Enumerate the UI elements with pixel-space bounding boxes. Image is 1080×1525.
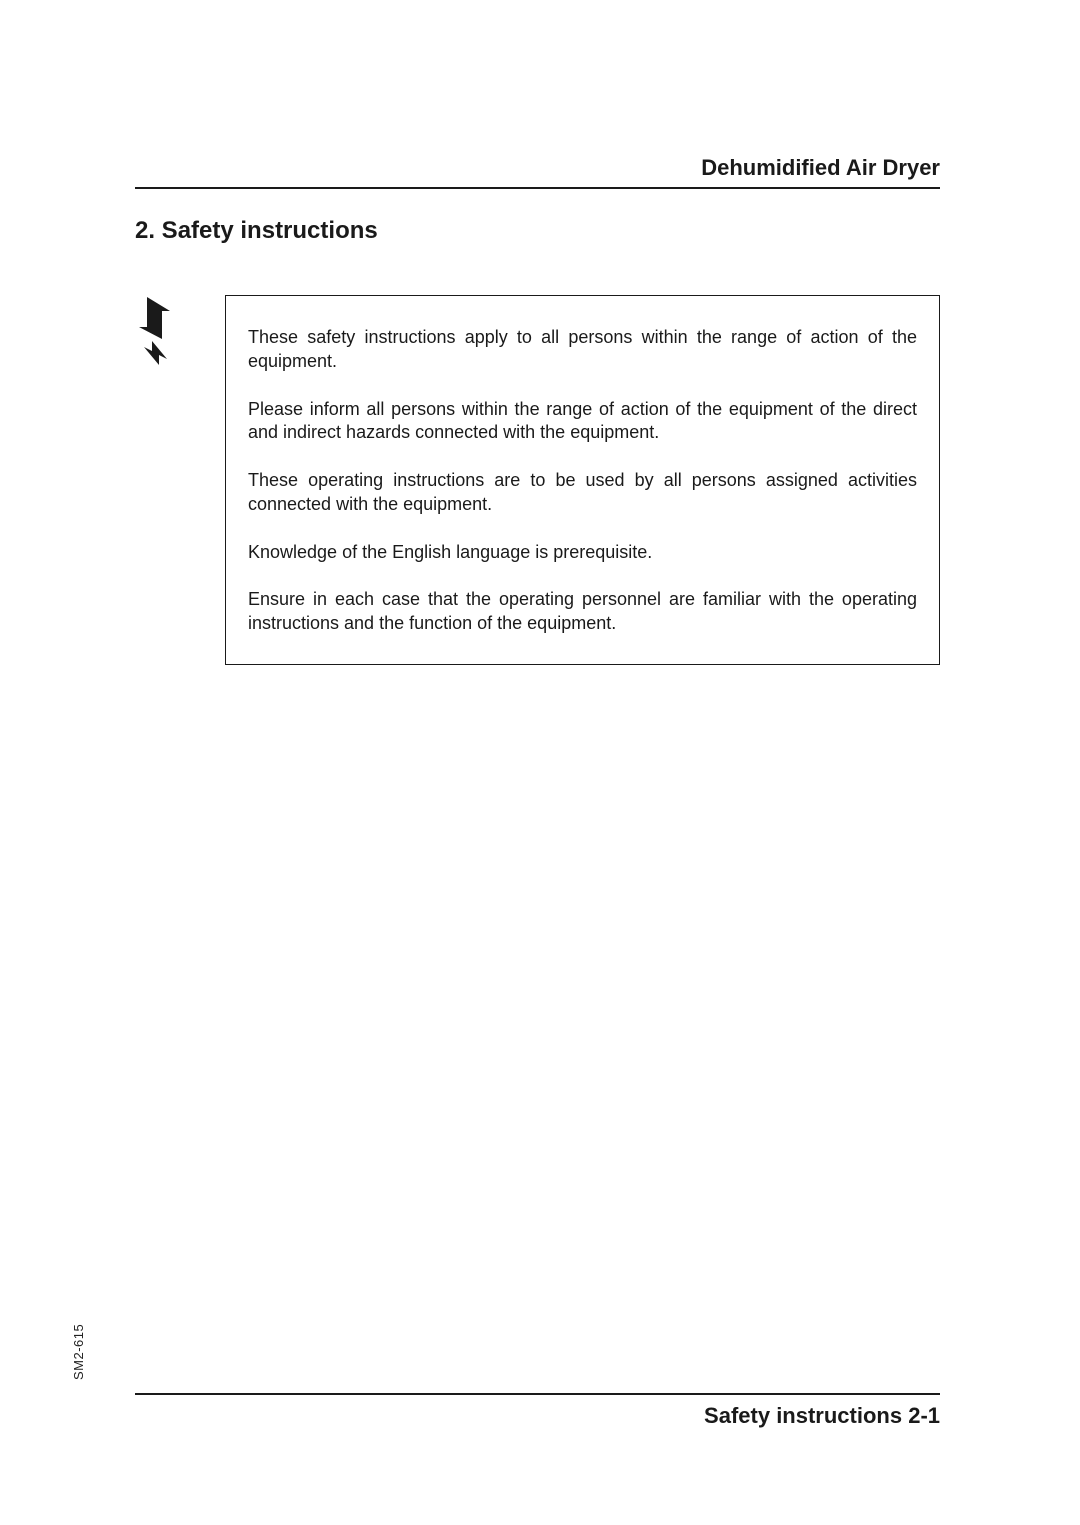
section-heading: 2. Safety instructions xyxy=(135,217,940,245)
safety-info-box: These safety instructions apply to all p… xyxy=(225,295,940,665)
safety-paragraph: Knowledge of the English language is pre… xyxy=(248,541,917,565)
safety-paragraph: Please inform all persons within the ran… xyxy=(248,398,917,446)
document-title: Dehumidified Air Dryer xyxy=(135,155,940,181)
footer-text: Safety instructions 2-1 xyxy=(704,1403,940,1429)
content-area: Dehumidified Air Dryer 2. Safety instruc… xyxy=(135,155,940,1395)
side-document-code: SM2-615 xyxy=(71,1324,86,1380)
safety-block: These safety instructions apply to all p… xyxy=(135,295,940,665)
icon-column xyxy=(135,295,225,370)
safety-paragraph: Ensure in each case that the operating p… xyxy=(248,588,917,636)
safety-paragraph: These safety instructions apply to all p… xyxy=(248,326,917,374)
safety-paragraph: These operating instructions are to be u… xyxy=(248,469,917,517)
page: Dehumidified Air Dryer 2. Safety instruc… xyxy=(0,0,1080,1525)
lightning-bolt-icon xyxy=(135,297,177,365)
header-rule xyxy=(135,187,940,189)
footer-rule xyxy=(135,1393,940,1395)
